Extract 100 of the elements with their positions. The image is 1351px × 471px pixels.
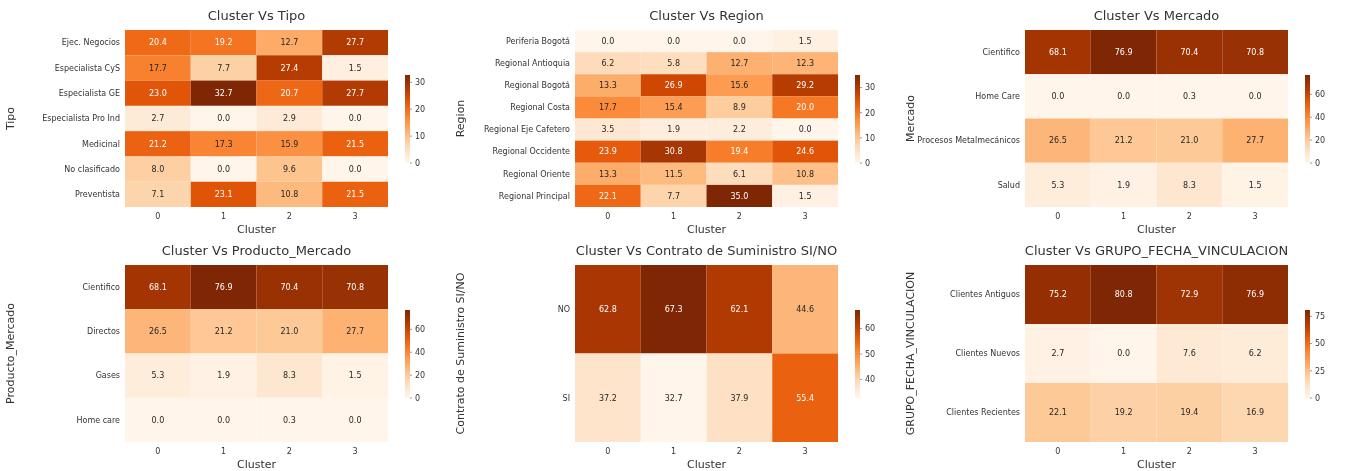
data-label: 23.0 [148,89,167,99]
data-label: 21.0 [1180,136,1199,146]
data-label: 6.2 [1248,349,1262,359]
data-label: 6.2 [601,58,615,68]
data-label: 1.5 [348,371,362,381]
x-axis-title: Cluster [1136,458,1177,471]
data-label: 44.6 [796,305,815,315]
color-bar-label: 30 [415,78,426,88]
y-axis-title: Producto_Mercado [4,302,17,405]
y-tick-label: No clasificado [64,164,121,174]
data-label: 3.5 [601,125,615,135]
x-tick-label: 3 [1252,212,1258,221]
data-label: 7.7 [667,191,680,201]
data-label: 19.4 [730,147,749,157]
y-tick-label: NO [557,305,570,315]
data-label: 9.6 [283,164,296,174]
chart-title: Cluster Vs Region [649,8,764,23]
data-label: 27.7 [346,89,365,99]
data-label: 76.9 [1114,47,1133,57]
data-label: 70.8 [346,282,365,292]
data-label: 19.2 [1114,408,1133,418]
y-tick-label: Clientes Recientes [946,408,1020,418]
data-label: 1.9 [1117,180,1130,190]
data-label: 20.4 [148,38,167,48]
y-axis-title: Tipo [4,106,17,132]
y-tick-label: Regional Occidente [492,147,571,157]
y-tick-label: Home care [76,415,121,425]
data-label: 0.3 [283,415,296,425]
data-label: 8.3 [283,371,296,381]
data-label: 68.1 [1048,47,1067,57]
x-tick-label: 2 [1186,212,1192,221]
data-label: 23.1 [214,190,233,200]
chart-title: Cluster Vs Producto_Mercado [161,243,352,258]
data-label: 0.0 [217,114,230,124]
x-tick-label: 1 [1121,447,1127,456]
data-label: 0.0 [217,164,230,174]
x-tick-label: 0 [155,447,161,456]
y-tick-label: Gases [95,371,120,381]
data-label: 5.3 [151,371,165,381]
data-label: 27.7 [346,327,365,337]
y-tick-label: SI [562,393,570,403]
y-tick-label: Clientes Nuevos [955,349,1020,359]
x-tick-label: 1 [671,447,677,456]
data-label: 17.3 [214,139,233,149]
color-bar-label: 40 [1315,113,1326,123]
data-label: 0.0 [348,415,362,425]
data-label: 26.5 [148,327,167,337]
data-label: 8.9 [733,103,746,113]
data-label: 32.7 [664,393,683,403]
data-label: 2.2 [733,125,746,135]
data-label: 0.3 [1183,92,1196,102]
data-label: 0.0 [601,36,615,46]
x-tick-label: 0 [605,447,611,456]
color-bar-label: 10 [415,131,426,141]
data-label: 12.3 [796,58,815,68]
x-tick-label: 3 [352,212,358,221]
data-label: 37.9 [730,393,749,403]
data-label: 20.0 [796,103,815,113]
data-label: 15.9 [280,139,299,149]
x-tick-label: 3 [1252,447,1258,456]
x-tick-label: 1 [221,447,227,456]
data-label: 21.2 [214,327,233,337]
data-label: 10.8 [280,190,299,200]
y-tick-label: Preventista [74,190,121,200]
color-bar-label: 60 [415,325,426,335]
data-label: 15.4 [664,103,683,113]
data-label: 75.2 [1048,290,1067,300]
data-label: 13.3 [598,81,617,91]
data-label: 24.6 [796,147,815,157]
x-tick-label: 3 [802,212,808,221]
data-label: 0.0 [151,415,165,425]
x-axis-title: Cluster [1136,223,1177,236]
data-label: 6.1 [733,169,746,179]
color-bar-label: 50 [1315,339,1326,349]
y-tick-label: Regional Antioquia [494,58,571,68]
y-tick-label: Regional Costa [510,103,571,113]
data-label: 80.8 [1114,290,1133,300]
y-tick-label: Regional Bogotá [504,81,571,91]
chart-title: Cluster Vs GRUPO_FECHA_VINCULACION [1024,243,1289,258]
x-tick-label: 0 [1055,212,1061,221]
x-tick-label: 1 [1121,212,1127,221]
data-label: 76.9 [214,282,233,292]
data-label: 20.7 [280,89,299,99]
data-label: 30.8 [664,147,683,157]
data-label: 7.7 [217,63,230,73]
y-tick-label: Regional Oriente [503,169,571,179]
y-tick-label: Especialista Pro Ind [42,114,120,124]
y-tick-label: Directos [86,327,120,337]
data-label: 22.1 [598,191,617,201]
data-label: 5.8 [667,58,680,68]
data-label: 26.5 [1048,136,1067,146]
data-label: 70.8 [1246,47,1265,57]
y-tick-label: Periferia Bogotá [505,36,571,46]
color-bar-label: 40 [865,375,876,385]
color-bar-label: 60 [1315,90,1326,100]
x-axis-title: Cluster [686,458,727,471]
color-bar-label: 0 [1315,158,1321,168]
x-tick-label: 2 [286,212,292,221]
y-axis-title: Mercado [904,94,917,143]
y-axis-title: Contrato de Suministro SI/NO [454,272,467,435]
